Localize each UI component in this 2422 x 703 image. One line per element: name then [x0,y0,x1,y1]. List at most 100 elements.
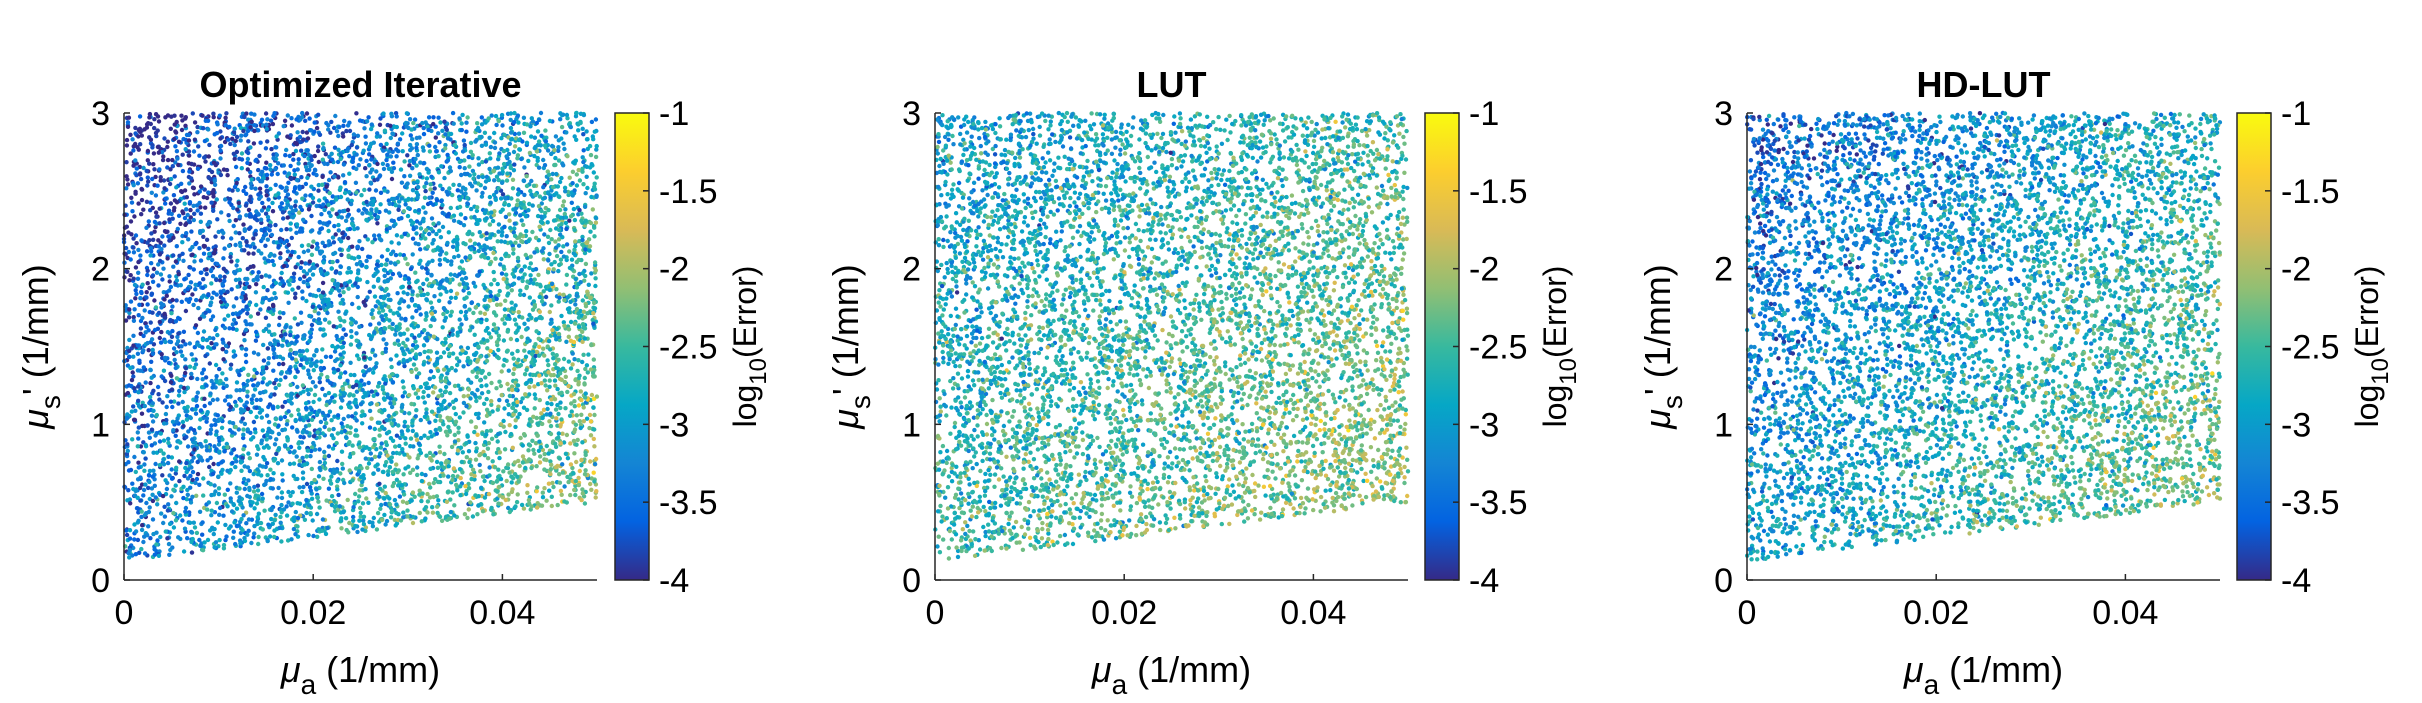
data-point [259,491,265,497]
data-point [478,245,483,250]
data-point [289,123,295,128]
data-point [431,480,436,486]
data-point [214,374,219,379]
data-point [289,401,294,406]
data-point [306,391,311,397]
data-point [510,476,516,481]
data-point [252,245,257,250]
data-point [174,298,179,303]
data-point [410,520,416,526]
data-point [201,493,206,498]
data-point [342,480,347,486]
data-point [138,368,143,373]
data-point [222,317,227,322]
data-point [206,190,211,195]
data-point [270,200,275,206]
data-point [477,462,482,468]
data-point [201,251,207,256]
data-point [396,271,402,276]
data-point [204,337,210,343]
data-point [309,322,315,328]
data-point [323,531,329,537]
data-point [151,266,157,272]
data-point [486,331,492,336]
data-point [234,490,239,495]
data-point [553,155,558,161]
data-point [547,419,552,424]
data-point [573,239,578,244]
data-point [453,151,458,156]
data-point [519,334,524,340]
data-point [272,534,277,540]
data-point [347,400,352,405]
data-point [457,317,462,322]
data-point [330,395,335,400]
data-point [369,141,374,146]
data-point [261,454,266,460]
data-point [282,427,288,432]
data-point [438,354,443,360]
data-point [576,167,581,173]
data-point [255,277,260,282]
data-point [475,512,480,517]
data-point [529,351,535,357]
data-point [260,380,265,385]
data-point [419,265,425,270]
data-point [247,487,252,493]
data-point [537,344,542,349]
data-point [242,476,247,482]
data-point [148,320,153,325]
data-point [390,271,396,277]
data-point [537,373,542,378]
data-point [173,160,178,165]
data-point [315,534,320,539]
data-point [558,422,563,428]
data-point [509,300,514,305]
data-point [482,420,487,425]
data-point [370,347,375,353]
data-point [556,357,561,362]
data-point [504,478,509,484]
data-point [161,520,166,526]
data-point [299,353,304,358]
data-point [155,183,160,188]
data-point [408,266,414,272]
data-point [142,462,147,467]
data-point [224,377,229,382]
data-point [273,145,278,150]
data-point [316,304,322,309]
data-point [425,331,430,336]
data-point [201,476,206,481]
data-point [488,289,493,295]
data-point [462,166,467,171]
data-point [375,269,380,274]
data-point [504,398,510,404]
data-point [569,409,574,414]
data-point [414,408,419,413]
data-point [557,295,562,300]
data-point [140,400,145,405]
data-point [545,358,550,363]
data-point [345,424,350,429]
data-point [467,164,472,169]
data-point [317,198,322,203]
data-point [588,481,593,487]
data-point [544,498,549,503]
data-point [540,495,546,500]
data-point [248,314,253,319]
data-point [266,522,271,527]
data-point [188,485,193,490]
data-point [355,244,361,249]
data-point [338,185,343,190]
data-point [378,190,384,195]
data-point [336,175,341,180]
data-point [276,431,282,437]
data-point [490,218,496,224]
data-point [126,460,131,465]
data-point [384,157,389,163]
data-point [238,460,244,465]
data-point [475,121,480,126]
data-point [541,157,546,163]
data-point [193,398,199,403]
data-point [556,158,562,163]
